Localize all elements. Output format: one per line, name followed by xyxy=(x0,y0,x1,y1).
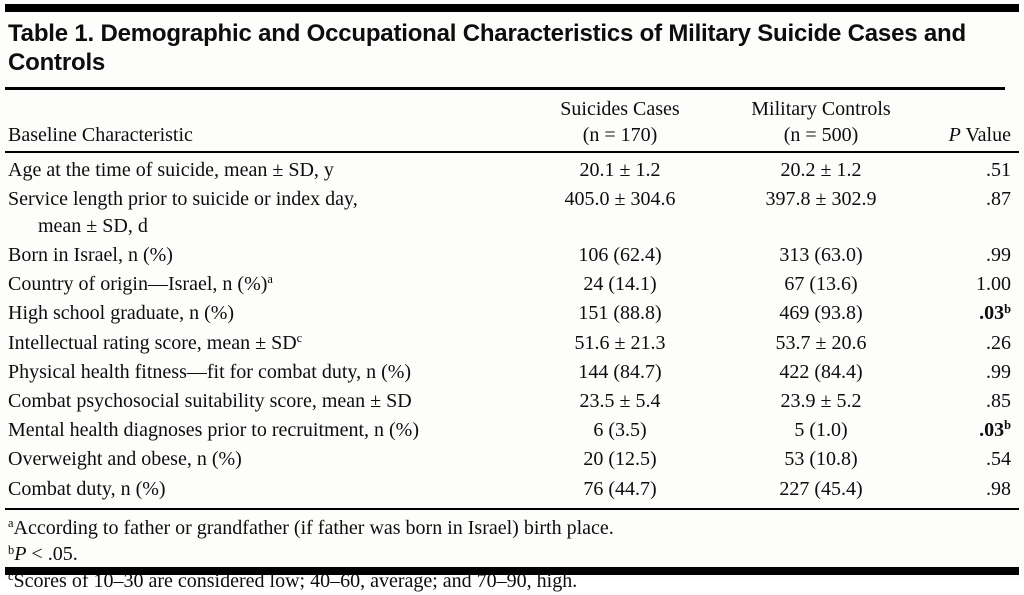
cell-pvalue: .85 xyxy=(986,390,1011,413)
cell-suicides: 23.5 ± 5.4 xyxy=(579,390,661,413)
cell-characteristic: Age at the time of suicide, mean ± SD, y xyxy=(8,158,334,181)
header-sublabel: (n = 170) xyxy=(582,123,658,146)
footnote-text: According to father or grandfather (if f… xyxy=(13,516,614,539)
footnote-marker: a xyxy=(267,272,273,287)
paper-table-page: Table 1. Demographic and Occupational Ch… xyxy=(5,4,1019,592)
characteristic-text: Intellectual rating score, mean ± SD xyxy=(8,331,297,354)
footnote-italic: P xyxy=(14,543,27,566)
cell-characteristic: Intellectual rating score, mean ± SDc xyxy=(5,329,505,358)
footnote-marker: c xyxy=(8,569,14,584)
cell-suicides: 6 (3.5) xyxy=(593,419,647,442)
cell-pvalue: .98 xyxy=(907,474,1019,510)
column-header-pvalue: P Value xyxy=(907,89,1019,153)
cell-characteristic: Country of origin—Israel, n (%)a xyxy=(5,270,505,299)
cell-characteristic: Service length prior to suicide or index… xyxy=(5,185,505,241)
cell-characteristic: Physical health fitness—fit for combat d… xyxy=(8,360,412,383)
bottom-rule-bar xyxy=(5,567,1019,575)
cell-characteristic: Combat duty, n (%) xyxy=(5,474,505,510)
cell-characteristic: Born in Israel, n (%) xyxy=(8,244,173,267)
p-italic: P xyxy=(948,123,961,146)
footnote-a: aAccording to father or grandfather (if … xyxy=(8,515,1016,542)
cell-controls: 53.7 ± 20.6 xyxy=(775,331,867,354)
table-body: Age at the time of suicide, mean ± SD, y… xyxy=(5,152,1019,510)
cell-suicides: 20.1 ± 1.2 xyxy=(579,158,661,181)
cell-suicides: 106 (62.4) xyxy=(578,244,662,267)
cell-controls: 23.9 ± 5.2 xyxy=(780,390,862,413)
cell-pvalue: .03b xyxy=(907,416,1019,445)
p-rest: Value xyxy=(960,123,1011,146)
cell-controls: 53 (10.8) xyxy=(784,448,858,471)
table-row: High school graduate, n (%) 151 (88.8) 4… xyxy=(5,299,1019,328)
cell-pvalue: .03b xyxy=(907,299,1019,328)
table-row: Intellectual rating score, mean ± SDc 51… xyxy=(5,329,1019,358)
cell-characteristic: Overweight and obese, n (%) xyxy=(8,448,242,471)
footnote-marker: a xyxy=(8,515,14,530)
footnote-text: < .05. xyxy=(26,543,78,566)
header-row: Baseline Characteristic Suicides Cases (… xyxy=(5,89,1019,153)
characteristic-text: Country of origin—Israel, n (%) xyxy=(8,273,268,296)
cell-suicides: 24 (14.1) xyxy=(583,273,657,296)
cell-suicides: 20 (12.5) xyxy=(583,448,657,471)
cell-suicides: 405.0 ± 304.6 xyxy=(564,187,676,210)
table-row: Service length prior to suicide or index… xyxy=(5,185,1019,241)
header-label: Baseline Characteristic xyxy=(8,123,193,146)
cell-suicides: 51.6 ± 21.3 xyxy=(574,331,666,354)
characteristic-line1: Service length prior to suicide or index… xyxy=(8,187,358,210)
characteristics-table: Baseline Characteristic Suicides Cases (… xyxy=(5,89,1019,510)
column-header-suicides: Suicides Cases (n = 170) xyxy=(505,89,735,153)
cell-controls: 397.8 ± 302.9 xyxy=(765,187,877,210)
cell-pvalue: .51 xyxy=(986,158,1011,181)
table-row: Born in Israel, n (%) 106 (62.4) 313 (63… xyxy=(5,241,1019,270)
characteristic-line2: mean ± SD, d xyxy=(38,214,148,237)
cell-controls: 67 (13.6) xyxy=(784,273,858,296)
cell-suicides: 144 (84.7) xyxy=(578,360,662,383)
table-row: Physical health fitness—fit for combat d… xyxy=(5,358,1019,387)
header-label: Military Controls xyxy=(751,97,891,120)
cell-controls: 422 (84.4) xyxy=(779,360,863,383)
header-sublabel: (n = 500) xyxy=(783,123,859,146)
cell-pvalue: 1.00 xyxy=(976,273,1011,296)
table-title: Table 1. Demographic and Occupational Ch… xyxy=(5,12,1005,90)
table-row: Mental health diagnoses prior to recruit… xyxy=(5,416,1019,445)
footnote-marker: c xyxy=(296,330,303,345)
header-label: Suicides Cases xyxy=(560,97,680,120)
cell-controls: 313 (63.0) xyxy=(779,244,863,267)
footnote-b: bP < .05. xyxy=(8,541,1016,568)
table-row: Age at the time of suicide, mean ± SD, y… xyxy=(5,152,1019,185)
cell-controls: 20.2 ± 1.2 xyxy=(780,158,862,181)
footnote-marker: b xyxy=(8,542,15,557)
cell-pvalue: .26 xyxy=(986,331,1011,354)
cell-pvalue: .99 xyxy=(986,360,1011,383)
cell-suicides: 76 (44.7) xyxy=(505,474,735,510)
cell-controls: 227 (45.4) xyxy=(735,474,907,510)
p-value-text: .03 xyxy=(979,302,1005,325)
header-label: P Value xyxy=(907,122,1011,148)
top-rule-bar xyxy=(5,4,1019,12)
cell-suicides: 151 (88.8) xyxy=(578,302,662,325)
cell-pvalue: .87 xyxy=(986,187,1011,210)
footnote-marker: b xyxy=(1004,418,1011,433)
table-row: Country of origin—Israel, n (%)a 24 (14.… xyxy=(5,270,1019,299)
column-header-controls: Military Controls (n = 500) xyxy=(735,89,907,153)
cell-controls: 469 (93.8) xyxy=(779,302,863,325)
cell-pvalue: .54 xyxy=(986,448,1011,471)
table-row: Overweight and obese, n (%) 20 (12.5) 53… xyxy=(5,445,1019,474)
cell-characteristic: High school graduate, n (%) xyxy=(8,302,235,325)
p-value-text: .03 xyxy=(979,419,1005,442)
table-header: Baseline Characteristic Suicides Cases (… xyxy=(5,89,1019,153)
cell-controls: 5 (1.0) xyxy=(794,419,848,442)
column-header-characteristic: Baseline Characteristic xyxy=(5,89,505,153)
table-row: Combat psychosocial suitability score, m… xyxy=(5,387,1019,416)
table-row: Combat duty, n (%) 76 (44.7) 227 (45.4) … xyxy=(5,474,1019,510)
cell-pvalue: .99 xyxy=(986,244,1011,267)
footnote-marker: b xyxy=(1004,301,1011,316)
cell-characteristic: Mental health diagnoses prior to recruit… xyxy=(8,419,419,442)
table-footnotes: aAccording to father or grandfather (if … xyxy=(5,510,1019,595)
cell-characteristic: Combat psychosocial suitability score, m… xyxy=(8,390,412,413)
